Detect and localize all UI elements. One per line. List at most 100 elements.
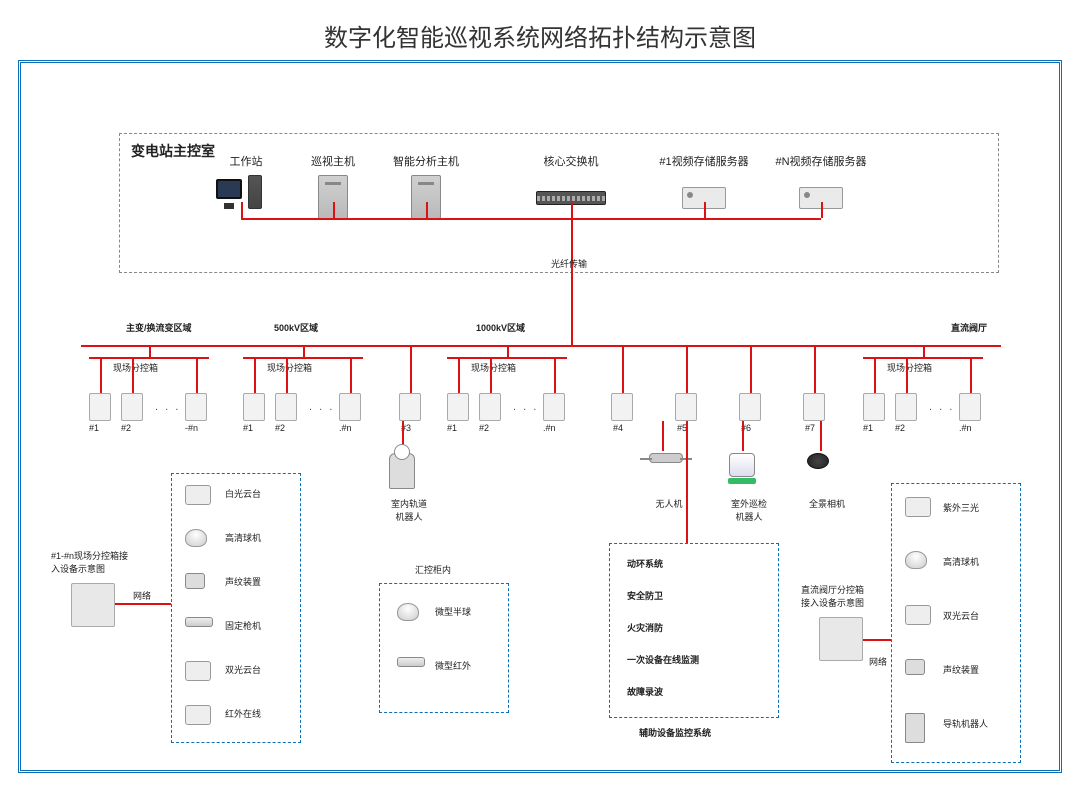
aux-connector — [686, 421, 688, 543]
core-switch: 核心交换机 — [531, 153, 611, 205]
mid-drop — [814, 345, 816, 393]
aux-panel-title: 辅助设备监控系统 — [639, 726, 711, 739]
field-group-riser — [507, 345, 509, 357]
room-bus-line — [241, 218, 821, 220]
left-item-label: 双光云台 — [225, 663, 261, 676]
core-switch-label: 核心交换机 — [531, 153, 611, 169]
cam-ptz-icon — [905, 605, 931, 625]
field-box-number: #1 — [243, 423, 253, 433]
cam-bullet-icon — [185, 617, 213, 627]
zone-label: 1000kV区域 — [476, 321, 525, 334]
nvr-1: #1视频存储服务器 — [654, 153, 754, 209]
field-box-label: 现场分控箱 — [267, 361, 312, 374]
device-drop-line — [704, 202, 706, 218]
left-item-label: 固定枪机 — [225, 619, 261, 632]
mid-device-drop — [820, 421, 822, 451]
field-group-bus — [89, 357, 209, 359]
device-drop-line — [426, 202, 428, 218]
rail-robot-icon — [389, 453, 415, 489]
cam-dome-icon — [397, 603, 419, 621]
field-box-number: #2 — [895, 423, 905, 433]
cam-bullet-icon — [397, 657, 425, 667]
speaker-icon — [185, 573, 205, 589]
left-item-label: 高清球机 — [225, 531, 261, 544]
ai-host-label: 智能分析主机 — [386, 153, 466, 169]
zone-label: 直流阀厅 — [951, 321, 987, 334]
main-room-title: 变电站主控室 — [131, 141, 215, 161]
left-network-label: 网络 — [133, 589, 151, 602]
field-box-drop — [254, 357, 256, 393]
field-control-box — [121, 393, 143, 421]
field-control-box — [611, 393, 633, 421]
field-control-box — [739, 393, 761, 421]
field-box-label: 现场分控箱 — [113, 361, 158, 374]
right-network-label: 网络 — [869, 655, 887, 668]
cam-dome-icon — [185, 529, 207, 547]
field-box-drop — [490, 357, 492, 393]
right-item-label: 双光云台 — [943, 609, 979, 622]
field-box-number: #2 — [121, 423, 131, 433]
field-control-box — [399, 393, 421, 421]
outer-frame: 变电站主控室 工作站 巡视主机 智能分析主机 核心交换机 #1视频存储服务器 #… — [18, 60, 1062, 773]
uav-label: 无人机 — [639, 497, 699, 510]
cabinet-panel — [379, 583, 509, 713]
ellipsis: . . . — [155, 401, 180, 413]
zone-bus-line — [81, 345, 1001, 347]
outdoor-robot-icon — [729, 453, 755, 477]
mid-device-drop — [662, 421, 664, 451]
right-cabinet-icon — [819, 617, 863, 661]
pano-icon — [807, 453, 829, 469]
workstation-label: 工作站 — [216, 153, 276, 169]
cabinet-item-label: 微型半球 — [435, 605, 471, 618]
uav-icon — [649, 453, 683, 463]
right-item-label: 导轨机器人 — [943, 717, 988, 730]
field-group-bus — [863, 357, 983, 359]
workstation: 工作站 — [216, 153, 276, 215]
field-control-box — [479, 393, 501, 421]
field-box-drop — [906, 357, 908, 393]
left-cabinet-icon — [71, 583, 115, 627]
right-item-label: 紫外三光 — [943, 501, 979, 514]
field-control-box — [959, 393, 981, 421]
field-box-label: 现场分控箱 — [471, 361, 516, 374]
field-control-box — [339, 393, 361, 421]
field-box-number: #1 — [447, 423, 457, 433]
nvr-1-label: #1视频存储服务器 — [654, 153, 754, 169]
rail-robot2-icon — [905, 713, 925, 743]
cabinet-item-label: 微型红外 — [435, 659, 471, 672]
right-item-label: 声纹装置 — [943, 663, 979, 676]
left-panel-title: #1-#n现场分控箱接 入设备示意图 — [51, 549, 151, 575]
nvr-n: #N视频存储服务器 — [771, 153, 871, 209]
field-box-number: #2 — [479, 423, 489, 433]
cam-ptz-icon — [185, 705, 211, 725]
monitor-icon — [216, 179, 242, 199]
field-box-drop — [196, 357, 198, 393]
cabinet-panel-title: 汇控柜内 — [415, 563, 451, 576]
right-item-label: 高清球机 — [943, 555, 979, 568]
mid-drop — [686, 345, 688, 393]
fiber-trunk-label: 光纤传输 — [551, 257, 587, 270]
field-control-box — [89, 393, 111, 421]
rail-robot-label: 室内轨道 机器人 — [379, 497, 439, 523]
field-box-number: #1 — [863, 423, 873, 433]
field-box-number: #1 — [89, 423, 99, 433]
aux-item: 动环系统 — [627, 557, 663, 570]
zone-label: 主变/换流变区域 — [126, 321, 192, 334]
outdoor-robot-label: 室外巡检 机器人 — [719, 497, 779, 523]
field-box-number: .#n — [959, 423, 972, 433]
field-box-number: -#n — [185, 423, 198, 433]
field-box-label: 现场分控箱 — [887, 361, 932, 374]
field-control-box — [243, 393, 265, 421]
field-box-number: #7 — [805, 423, 815, 433]
nvr-n-label: #N视频存储服务器 — [771, 153, 871, 169]
aux-item: 安全防卫 — [627, 589, 663, 602]
field-box-drop — [350, 357, 352, 393]
field-group-bus — [243, 357, 363, 359]
field-group-riser — [303, 345, 305, 357]
pano-label: 全景相机 — [797, 497, 857, 510]
aux-item: 火灾消防 — [627, 621, 663, 634]
aux-item: 一次设备在线监测 — [627, 653, 699, 666]
field-group-riser — [923, 345, 925, 357]
field-box-drop — [286, 357, 288, 393]
field-box-drop — [554, 357, 556, 393]
